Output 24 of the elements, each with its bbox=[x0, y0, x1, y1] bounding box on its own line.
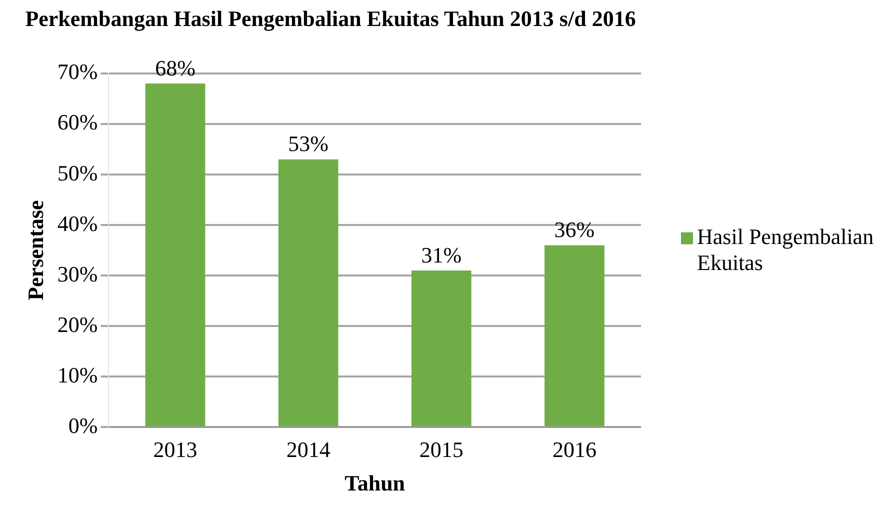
x-axis-title: Tahun bbox=[344, 470, 406, 496]
bar bbox=[544, 245, 604, 426]
bar bbox=[278, 159, 338, 426]
y-tick-label: 0% bbox=[68, 412, 98, 438]
bar bbox=[145, 84, 206, 426]
data-label: 68% bbox=[155, 55, 196, 80]
y-tick-label: 70% bbox=[57, 59, 98, 84]
data-label: 31% bbox=[421, 242, 462, 268]
y-tick-label: 10% bbox=[57, 362, 98, 388]
y-tick-label: 30% bbox=[57, 261, 98, 286]
y-tick-label: 40% bbox=[57, 210, 98, 236]
data-label: 36% bbox=[554, 217, 595, 242]
x-tick-label: 2016 bbox=[552, 437, 596, 462]
y-axis-title: Persentase bbox=[22, 200, 48, 300]
bar bbox=[411, 270, 472, 426]
legend-label: Hasil Pengembalian Ekuitas bbox=[697, 224, 874, 276]
chart-title: Perkembangan Hasil Pengembalian Ekuitas Tahun 2013 s/d 2016 bbox=[25, 6, 636, 31]
y-tick-label: 60% bbox=[57, 110, 98, 135]
y-tick-label: 20% bbox=[57, 312, 98, 337]
x-tick-label: 2014 bbox=[286, 437, 330, 462]
x-tick-label: 2013 bbox=[153, 437, 198, 462]
x-tick-label: 2015 bbox=[419, 437, 464, 462]
data-label: 53% bbox=[288, 131, 328, 156]
y-tick-label: 50% bbox=[57, 160, 98, 186]
